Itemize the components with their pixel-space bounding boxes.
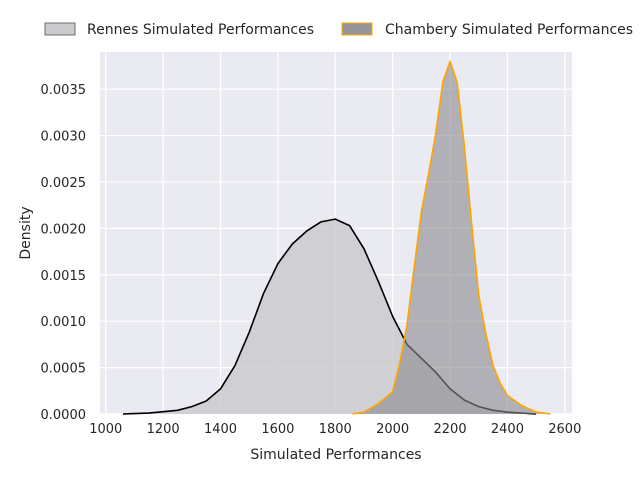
legend-swatch	[44, 22, 76, 36]
legend-label: Rennes Simulated Performances	[87, 22, 314, 38]
x-tick-label: 1600	[261, 422, 294, 437]
y-axis-label: Density	[18, 206, 34, 259]
x-tick-label: 1200	[147, 422, 180, 437]
y-tick-label: 0.0035	[41, 83, 87, 98]
y-tick-label: 0.0020	[41, 222, 87, 237]
y-axis: 0.0000 0.0005 0.0010 0.0015 0.0020 0.0025 0.00…	[41, 83, 87, 423]
y-tick-label: 0.0025	[41, 176, 87, 191]
x-tick-label: 1400	[204, 422, 237, 437]
x-axis-label: Simulated Performances	[250, 447, 421, 463]
y-tick-label: 0.0000	[41, 408, 87, 423]
legend-swatch	[341, 22, 373, 36]
density-areas	[122, 60, 551, 415]
y-tick-label: 0.0010	[41, 315, 87, 330]
x-tick-label: 2000	[376, 422, 409, 437]
y-tick-label: 0.0030	[41, 130, 87, 145]
y-tick-label: 0.0015	[41, 269, 87, 284]
x-tick-label: 2400	[491, 422, 524, 437]
x-tick-label: 2200	[434, 422, 467, 437]
chambery-density-area	[352, 61, 551, 415]
legend: Rennes Simulated Performances Chambery Si…	[44, 22, 633, 38]
x-axis: 1000 1200 1400 1600 1800 2000 2200 2400 2600	[89, 422, 581, 437]
x-tick-label: 2600	[548, 422, 581, 437]
legend-label: Chambery Simulated Performances	[385, 22, 633, 38]
x-tick-label: 1000	[89, 422, 122, 437]
y-tick-label: 0.0005	[41, 362, 87, 377]
x-tick-label: 1800	[319, 422, 352, 437]
chambery-density-line	[352, 60, 551, 415]
rennes-density-area	[123, 219, 537, 414]
